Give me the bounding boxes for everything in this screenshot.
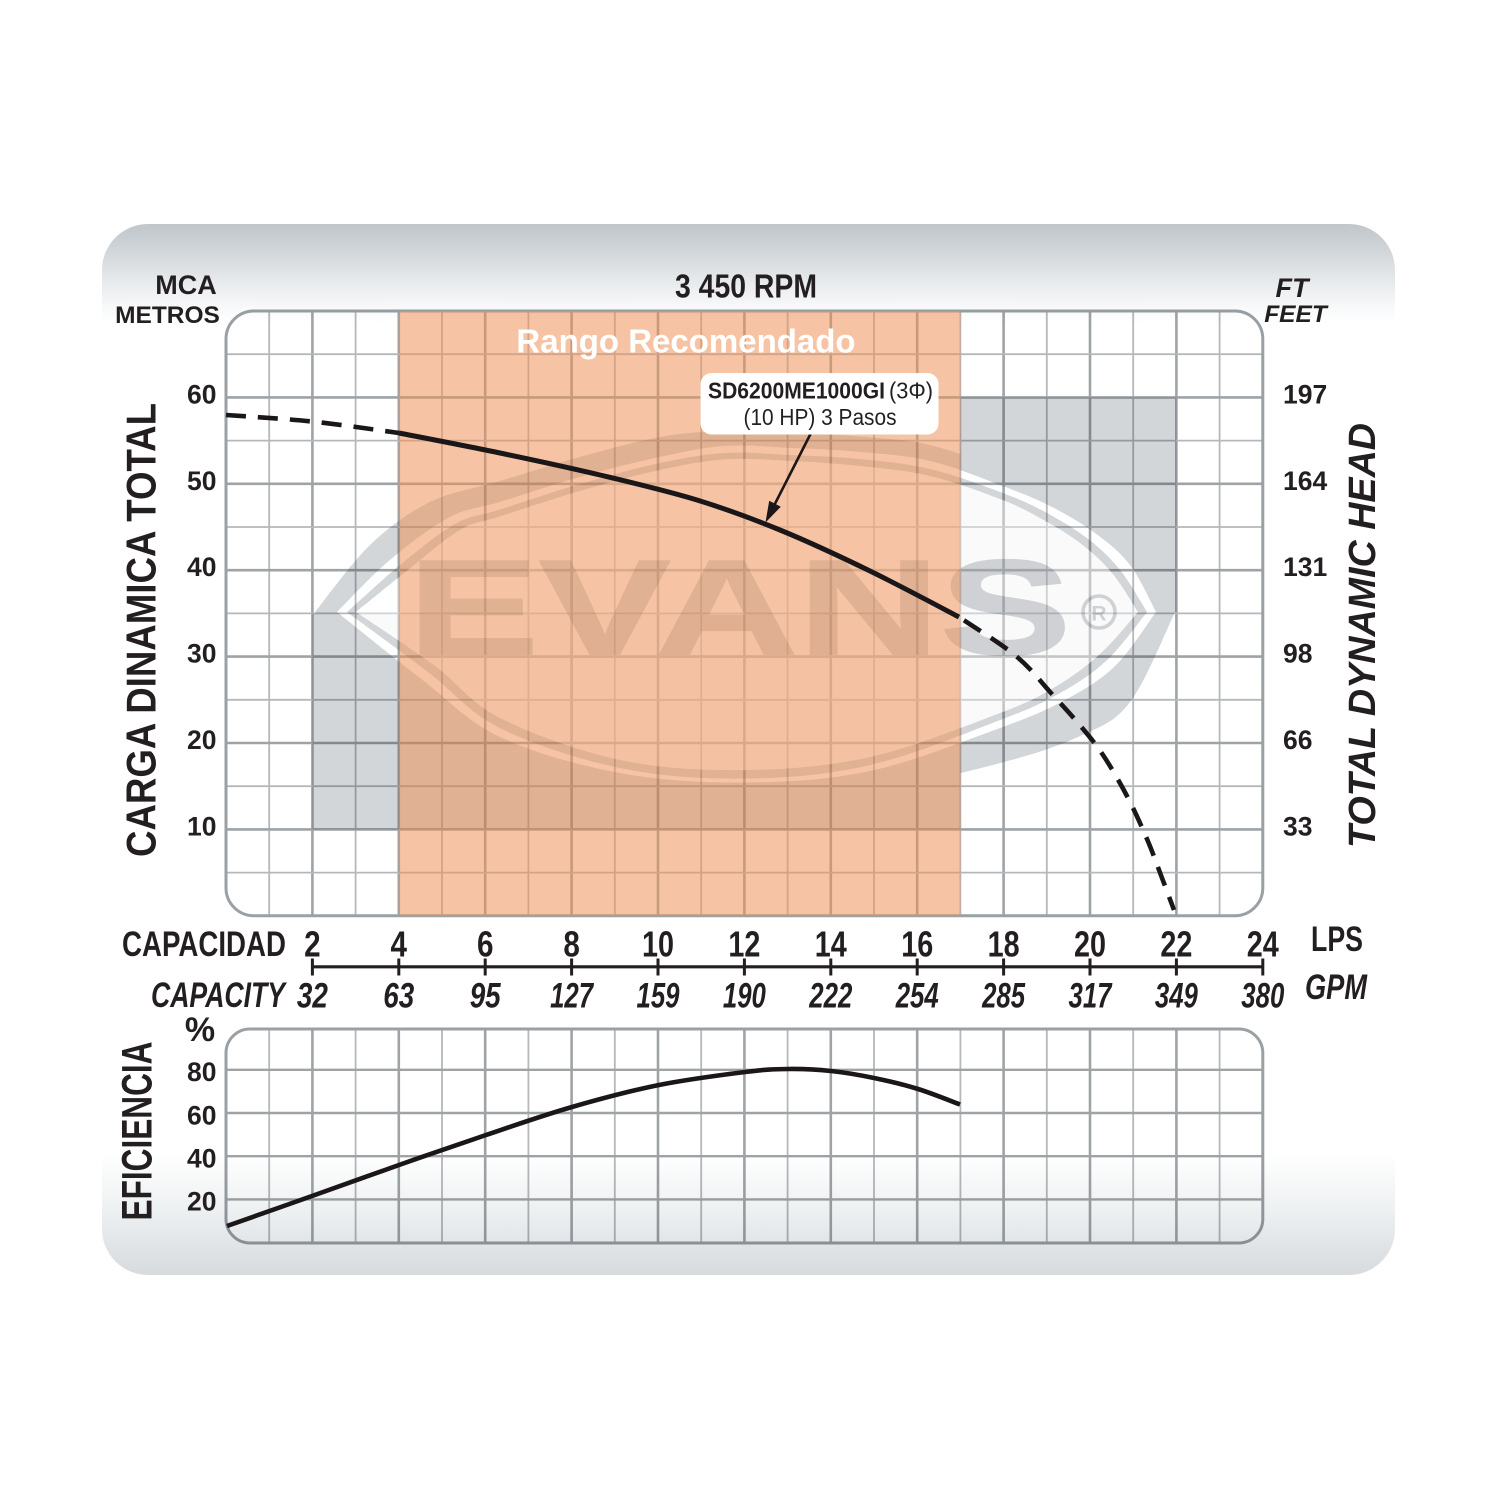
svg-text:24: 24 xyxy=(1247,924,1279,965)
svg-text:20: 20 xyxy=(187,1187,216,1217)
svg-text:12: 12 xyxy=(728,924,760,965)
svg-text:164: 164 xyxy=(1283,466,1327,496)
svg-text:3 450 RPM: 3 450 RPM xyxy=(675,268,817,305)
svg-text:16: 16 xyxy=(901,924,933,965)
svg-text:10: 10 xyxy=(642,924,674,965)
svg-text:10: 10 xyxy=(187,811,216,841)
svg-text:349: 349 xyxy=(1155,977,1198,1016)
svg-text:33: 33 xyxy=(1283,811,1312,841)
svg-text:317: 317 xyxy=(1069,977,1113,1016)
svg-text:(10 HP) 3 Pasos: (10 HP) 3 Pasos xyxy=(744,404,897,430)
svg-text:Rango Recomendado: Rango Recomendado xyxy=(516,323,855,360)
svg-text:190: 190 xyxy=(723,977,766,1016)
svg-text:95: 95 xyxy=(470,977,501,1016)
svg-text:TOTAL DYNAMIC HEAD: TOTAL DYNAMIC HEAD xyxy=(1342,423,1384,848)
svg-text:CAPACITY: CAPACITY xyxy=(151,976,287,1015)
svg-text:254: 254 xyxy=(895,977,939,1016)
svg-text:222: 222 xyxy=(809,977,853,1016)
svg-text:60: 60 xyxy=(187,1100,216,1130)
svg-text:20: 20 xyxy=(1074,924,1106,965)
svg-text:380: 380 xyxy=(1241,977,1284,1016)
svg-text:30: 30 xyxy=(187,639,216,669)
svg-text:EFICIENCIA: EFICIENCIA xyxy=(114,1042,162,1221)
svg-text:(3Φ): (3Φ) xyxy=(889,378,933,404)
svg-text:32: 32 xyxy=(297,977,328,1016)
svg-text:63: 63 xyxy=(383,977,414,1016)
svg-text:METROS: METROS xyxy=(115,302,220,329)
svg-text:18: 18 xyxy=(988,924,1020,965)
svg-text:66: 66 xyxy=(1283,725,1312,755)
svg-text:MCA: MCA xyxy=(155,270,217,300)
svg-text:2: 2 xyxy=(304,924,321,965)
svg-text:8: 8 xyxy=(563,924,580,965)
svg-text:LPS: LPS xyxy=(1311,920,1363,959)
svg-text:197: 197 xyxy=(1283,379,1327,409)
svg-text:40: 40 xyxy=(187,552,216,582)
svg-text:159: 159 xyxy=(637,977,680,1016)
svg-text:60: 60 xyxy=(187,379,216,409)
svg-text:98: 98 xyxy=(1283,639,1312,669)
svg-text:14: 14 xyxy=(815,924,847,965)
svg-text:4: 4 xyxy=(391,924,408,965)
svg-text:SD6200ME1000GI: SD6200ME1000GI xyxy=(708,378,885,404)
svg-text:6: 6 xyxy=(477,924,494,965)
svg-text:50: 50 xyxy=(187,466,216,496)
svg-text:131: 131 xyxy=(1283,552,1327,582)
svg-text:20: 20 xyxy=(187,725,216,755)
svg-text:GPM: GPM xyxy=(1305,968,1368,1007)
svg-text:CARGA DINAMICA TOTAL: CARGA DINAMICA TOTAL xyxy=(118,403,165,857)
svg-text:FT: FT xyxy=(1276,273,1311,303)
svg-text:80: 80 xyxy=(187,1057,216,1087)
svg-text:FEET: FEET xyxy=(1264,301,1329,328)
svg-text:CAPACIDAD: CAPACIDAD xyxy=(122,925,286,964)
svg-text:285: 285 xyxy=(981,977,1025,1016)
svg-text:%: % xyxy=(185,1011,215,1049)
svg-text:22: 22 xyxy=(1160,924,1192,965)
svg-text:127: 127 xyxy=(550,977,594,1016)
svg-text:40: 40 xyxy=(187,1144,216,1174)
